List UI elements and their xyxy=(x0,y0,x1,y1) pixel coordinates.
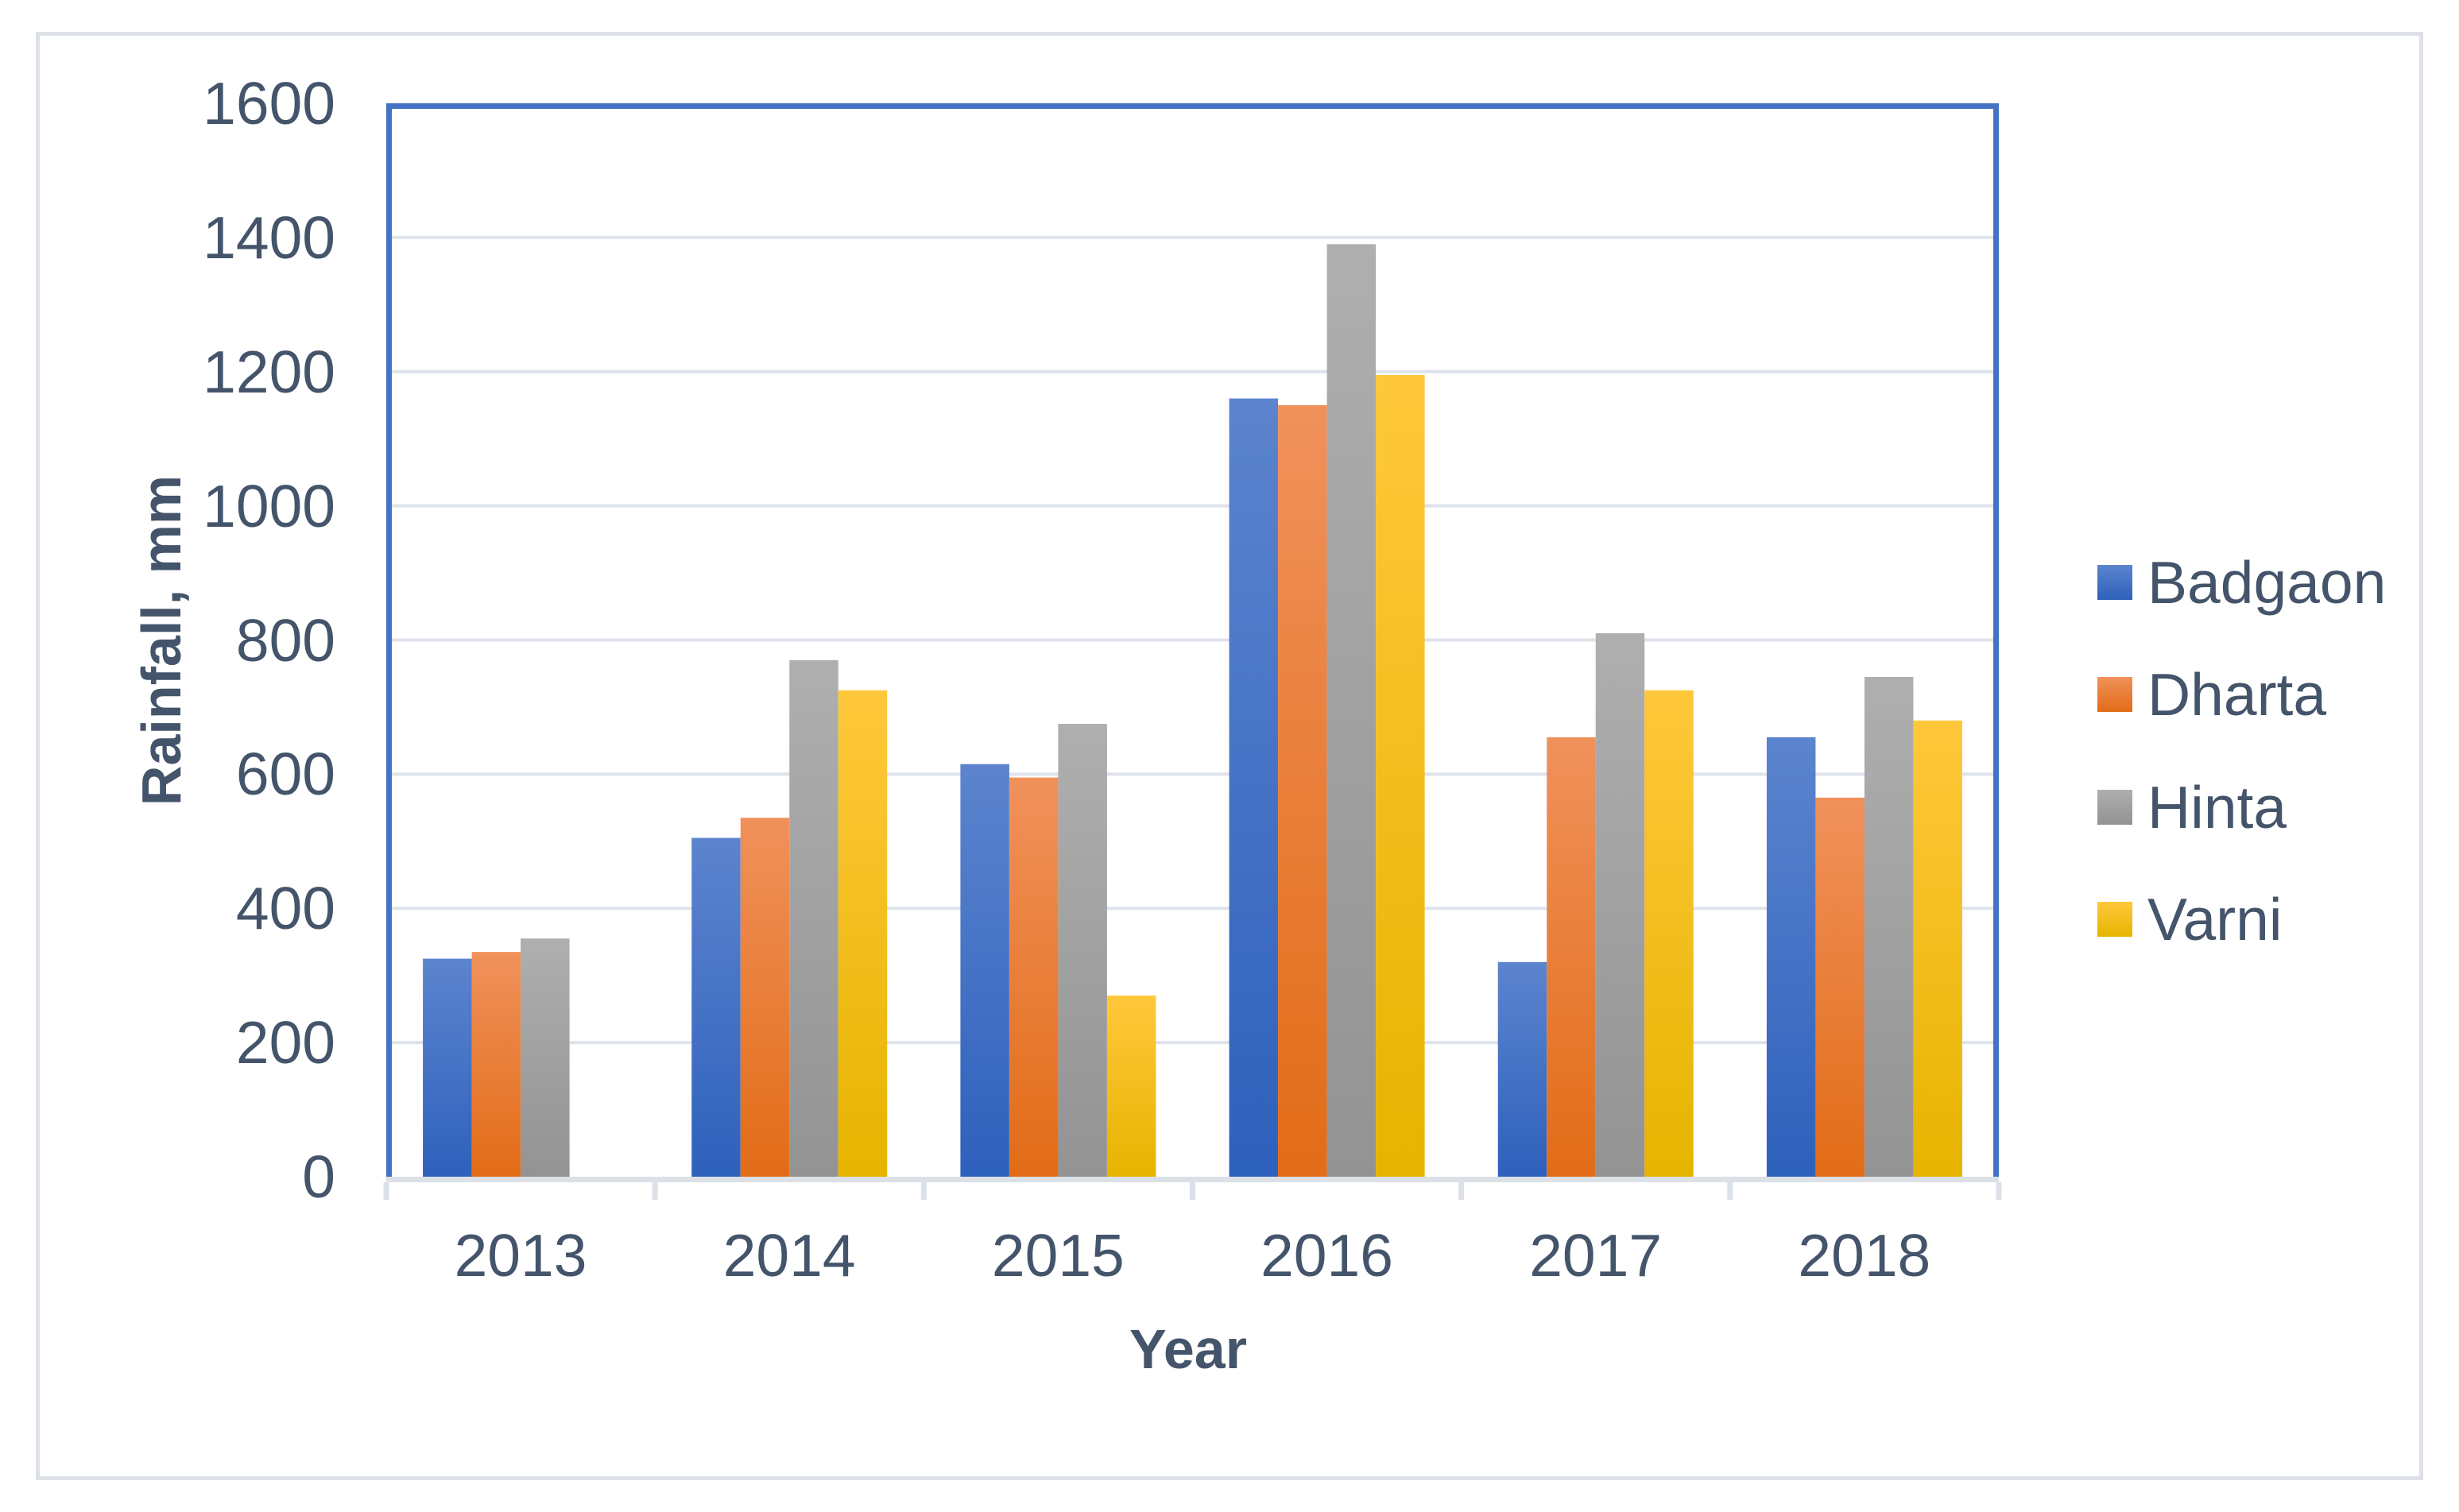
bar-varni-2018 xyxy=(1913,720,1962,1177)
bar-badgaon-2018 xyxy=(1766,737,1816,1177)
y-tick-label: 400 xyxy=(235,875,335,942)
x-tick-label: 2013 xyxy=(454,1222,587,1289)
legend-item-dharta: Dharta xyxy=(2097,661,2327,728)
y-tick-label: 1200 xyxy=(203,338,335,405)
y-tick-label: 600 xyxy=(235,741,335,808)
bar-hinta-2015 xyxy=(1058,724,1107,1177)
legend-item-badgaon: Badgaon xyxy=(2097,549,2387,616)
bar-badgaon-2016 xyxy=(1229,398,1279,1177)
figure-border xyxy=(36,32,2423,1480)
bar-hinta-2017 xyxy=(1595,633,1645,1177)
x-axis-title: Year xyxy=(1129,1318,1247,1380)
legend-swatch-dharta xyxy=(2097,677,2132,712)
bar-dharta-2017 xyxy=(1547,737,1596,1177)
x-tick-label: 2014 xyxy=(722,1222,856,1289)
bar-badgaon-2017 xyxy=(1497,961,1547,1177)
bar-varni-2015 xyxy=(1106,996,1156,1177)
x-tick-label: 2015 xyxy=(991,1222,1125,1289)
y-tick-label: 1400 xyxy=(203,203,335,271)
x-tick-label: 2018 xyxy=(1798,1222,1931,1289)
legend-swatch-hinta xyxy=(2097,790,2132,825)
x-tick-label: 2016 xyxy=(1260,1222,1393,1289)
bar-dharta-2015 xyxy=(1009,777,1059,1177)
bar-hinta-2016 xyxy=(1326,244,1377,1178)
y-tick-label: 0 xyxy=(302,1143,335,1210)
legend-label: Dharta xyxy=(2147,661,2327,728)
x-tick-label: 2017 xyxy=(1529,1222,1663,1289)
legend-item-varni: Varni xyxy=(2097,886,2283,953)
legend-swatch-varni xyxy=(2097,902,2132,937)
bar-varni-2014 xyxy=(838,690,888,1177)
bar-dharta-2014 xyxy=(740,818,790,1177)
bar-hinta-2013 xyxy=(521,938,570,1177)
legend-swatch-badgaon xyxy=(2097,565,2132,600)
y-tick-label: 800 xyxy=(235,606,335,674)
bar-dharta-2018 xyxy=(1815,797,1865,1177)
legend-label: Hinta xyxy=(2147,774,2287,841)
legend-item-hinta: Hinta xyxy=(2097,774,2287,841)
bar-hinta-2014 xyxy=(789,659,838,1177)
plot-frame xyxy=(386,103,1999,1177)
y-tick-label: 1600 xyxy=(203,70,335,137)
legend-label: Badgaon xyxy=(2147,549,2387,616)
bar-dharta-2013 xyxy=(471,952,521,1177)
bar-badgaon-2015 xyxy=(960,764,1009,1177)
bar-hinta-2018 xyxy=(1864,676,1914,1177)
bar-badgaon-2014 xyxy=(691,837,741,1177)
y-tick-label: 200 xyxy=(235,1009,335,1077)
bar-dharta-2016 xyxy=(1278,404,1327,1177)
legend-label: Varni xyxy=(2147,886,2283,953)
plot-area xyxy=(383,103,2002,1200)
bar-varni-2016 xyxy=(1376,374,1425,1177)
y-tick-label: 1000 xyxy=(203,472,335,539)
bar-varni-2017 xyxy=(1644,690,1694,1177)
bar-badgaon-2013 xyxy=(423,958,472,1177)
